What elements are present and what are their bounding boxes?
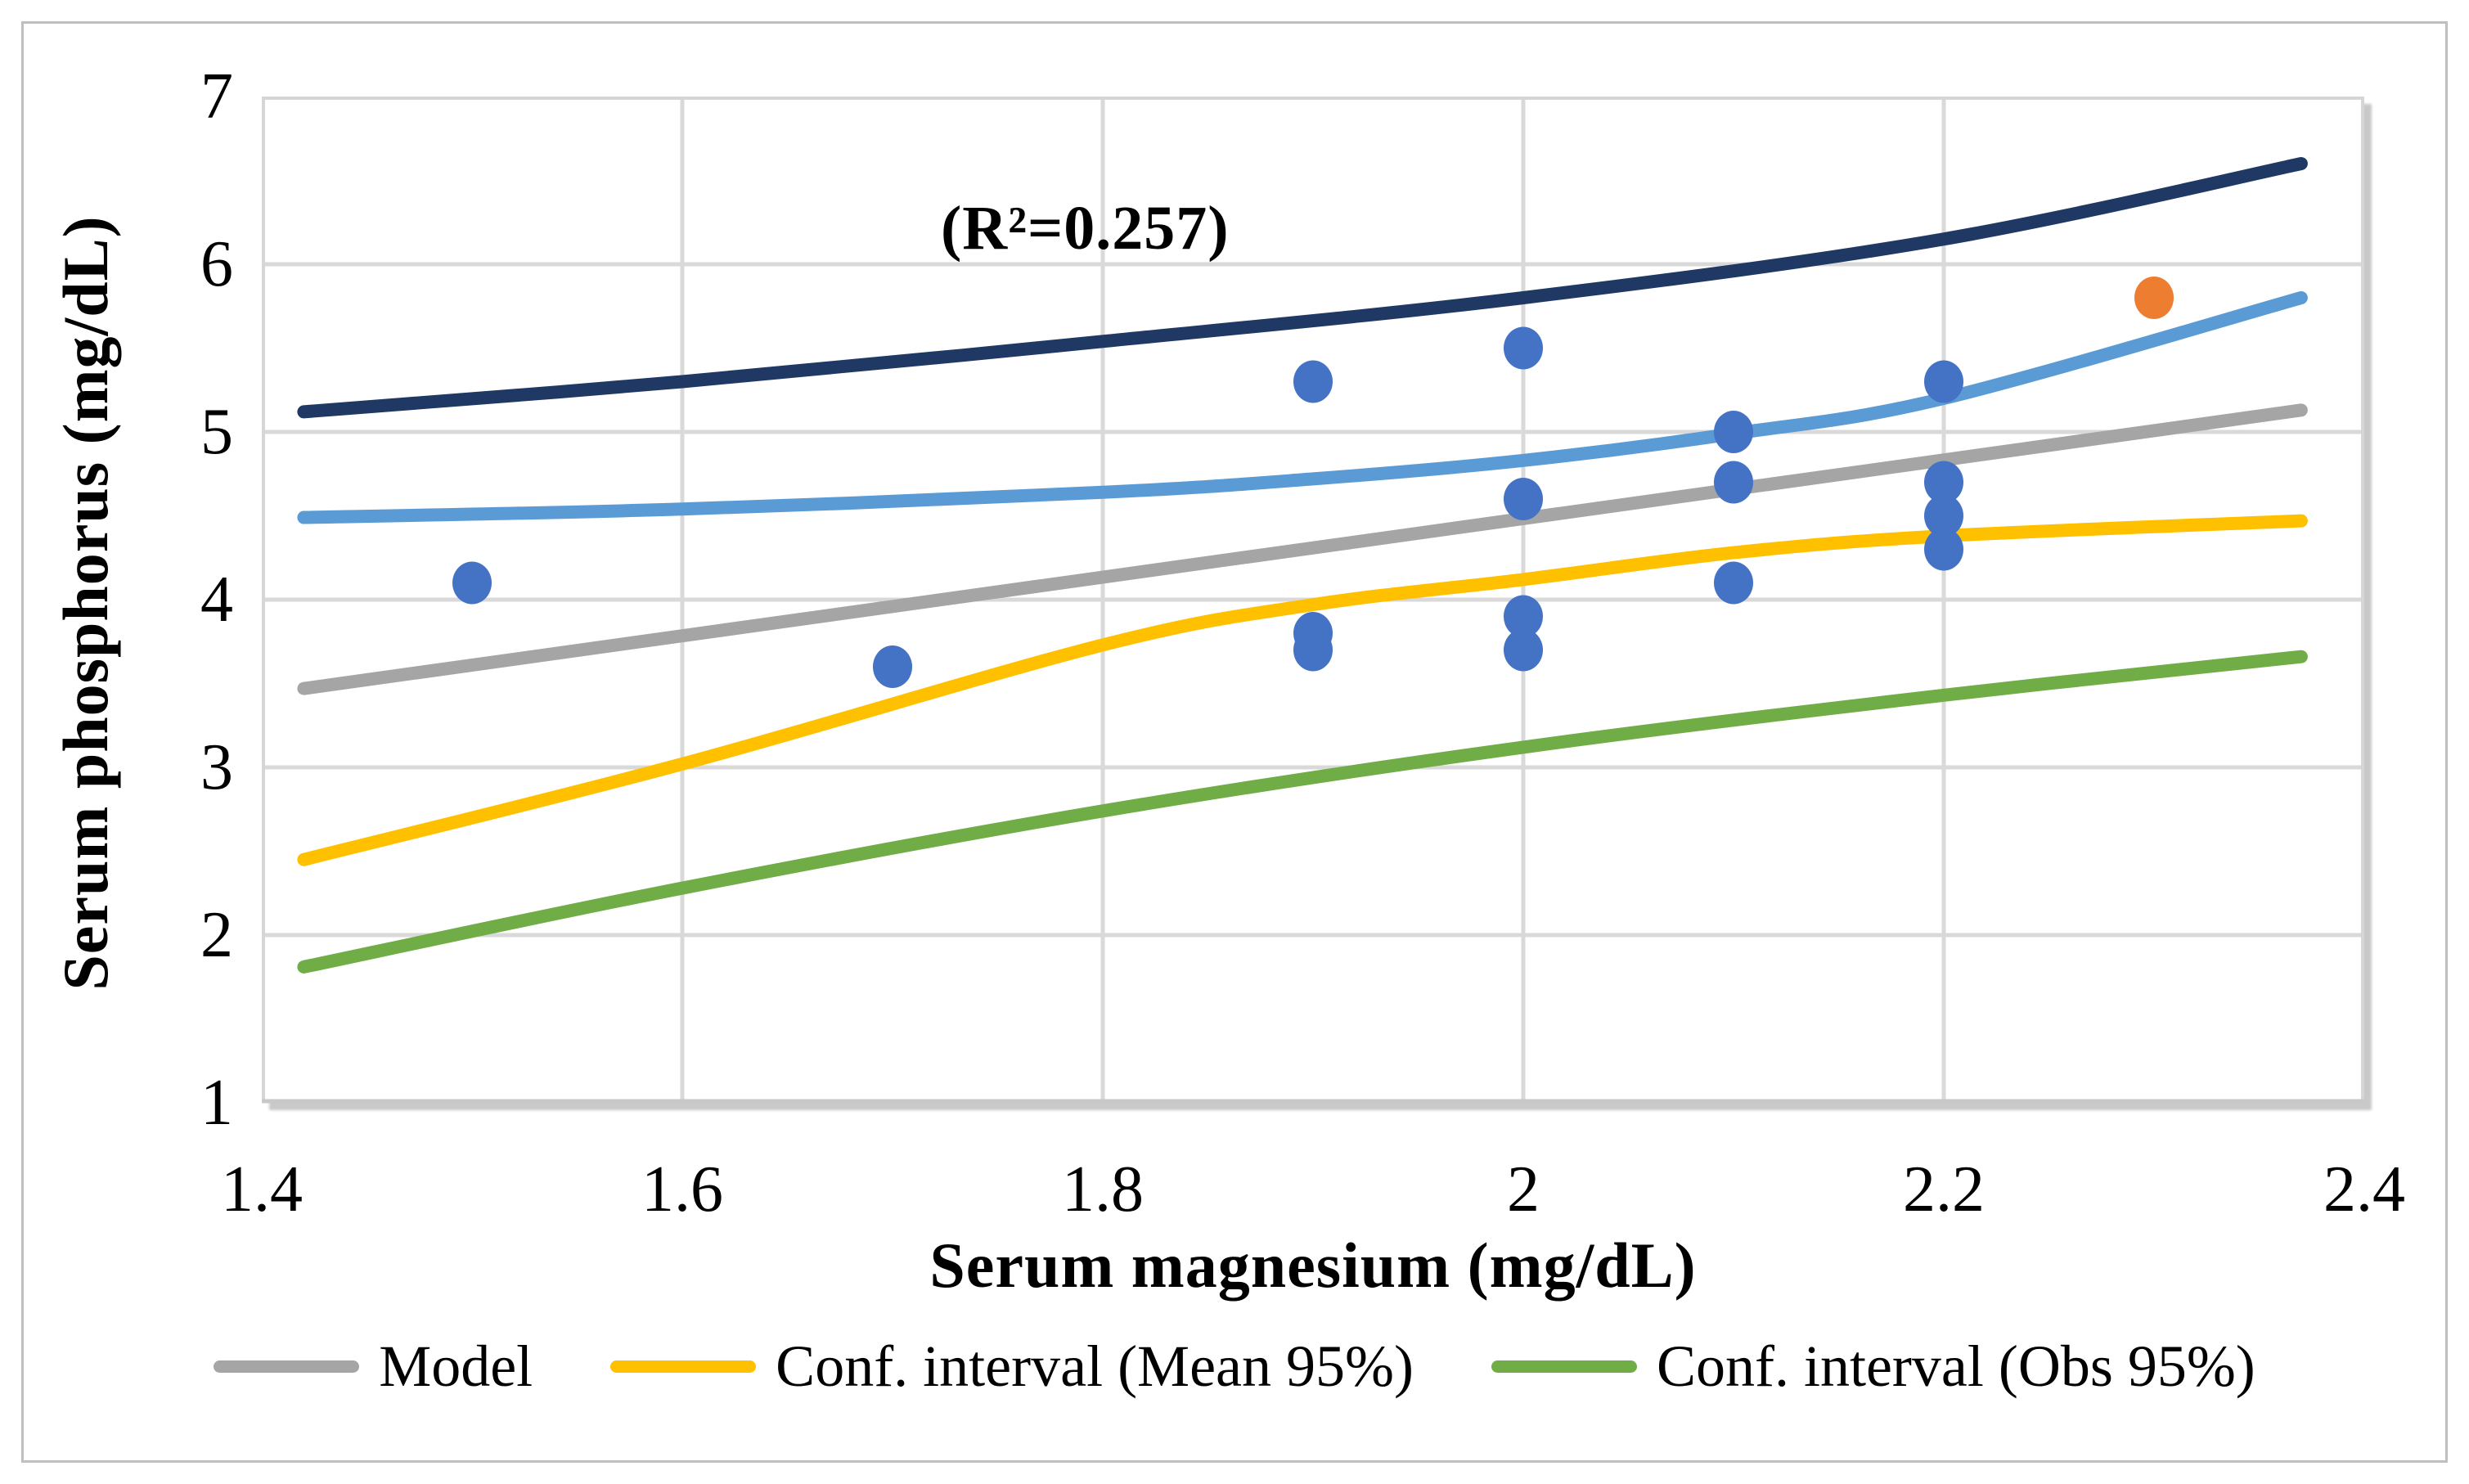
data-point: [1924, 461, 1963, 504]
legend-item-model: Model: [214, 1333, 533, 1401]
data-point: [1504, 478, 1543, 520]
y-tick-label: 3: [200, 731, 233, 803]
x-tick-label: 2.4: [2323, 1153, 2405, 1225]
x-tick-label: 1.4: [221, 1153, 303, 1225]
legend-label: Conf. interval (Mean 95%): [776, 1333, 1414, 1399]
data-point: [1924, 494, 1963, 537]
highlighted-data-point: [2134, 277, 2174, 319]
series-line-conf-interval-upper-bound-mean-95-: [297, 291, 2308, 524]
y-tick-label: 1: [200, 1067, 233, 1139]
data-point: [452, 561, 492, 605]
y-tick-label: 6: [200, 228, 233, 300]
data-point: [1714, 461, 1753, 504]
legend-line-swatch: [214, 1360, 360, 1373]
legend: Model Conf. interval (Mean 95%) Conf. inte…: [33, 1319, 2436, 1414]
x-tick-label: 2.2: [1903, 1153, 1985, 1225]
y-tick-label: 7: [200, 61, 233, 133]
data-point: [1714, 411, 1753, 453]
data-point: [1924, 360, 1963, 403]
data-point: [1504, 628, 1543, 672]
legend-item-conf-interval-mean-95-: Conf. interval (Mean 95%): [610, 1333, 1414, 1401]
legend-line-swatch: [610, 1360, 757, 1373]
legend-line-swatch: [1491, 1360, 1637, 1373]
r-squared-annotation: (R²=0.257): [941, 194, 1230, 263]
legend-label: Model: [379, 1333, 533, 1399]
data-point: [1293, 360, 1333, 403]
data-point: [873, 645, 912, 688]
y-tick-label: 2: [200, 899, 233, 971]
data-point: [1714, 561, 1753, 605]
plot-svg: [262, 97, 2364, 1104]
x-tick-label: 1.8: [1062, 1153, 1144, 1225]
data-point: [1293, 628, 1333, 672]
series-line-conf-interval-obs-95-: [297, 650, 2308, 974]
data-point: [1924, 528, 1963, 571]
data-point: [1504, 595, 1543, 638]
x-tick-label: 2: [1507, 1153, 1540, 1225]
series-line-conf-interval-upper-bound-obs-95-: [297, 157, 2308, 419]
y-tick-label: 5: [200, 396, 233, 468]
legend-label: Conf. interval (Obs 95%): [1656, 1333, 2255, 1399]
x-axis-title: Serum magnesium (mg/dL): [929, 1230, 1697, 1301]
x-tick-label: 1.6: [641, 1153, 723, 1225]
series-line-model: [297, 403, 2308, 695]
y-tick-label: 4: [200, 564, 233, 636]
plot-area: [262, 97, 2364, 1104]
data-point: [1504, 326, 1543, 370]
legend-item-conf-interval-obs-95-: Conf. interval (Obs 95%): [1491, 1333, 2255, 1401]
